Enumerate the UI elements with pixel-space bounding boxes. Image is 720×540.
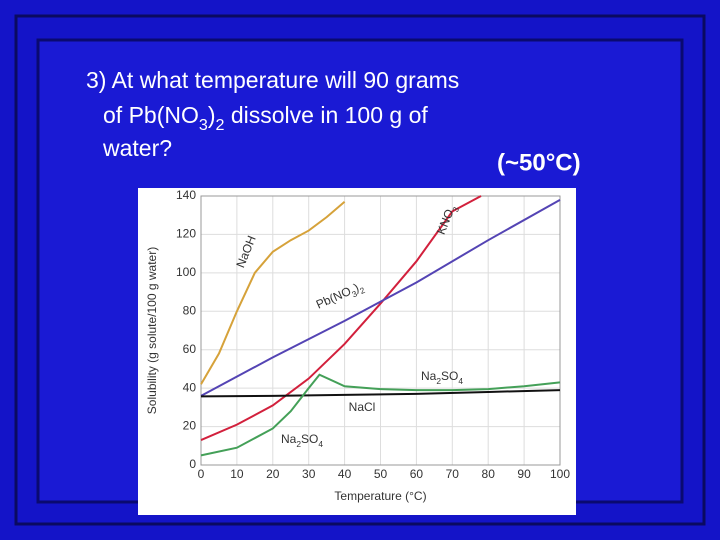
y-tick-label: 140 bbox=[176, 188, 196, 202]
series-line bbox=[200, 201, 346, 385]
series-line bbox=[200, 198, 561, 397]
y-tick-label: 60 bbox=[183, 342, 197, 356]
plot-frame bbox=[200, 195, 561, 466]
y-tick-label: 40 bbox=[183, 380, 197, 394]
series-line bbox=[200, 373, 561, 457]
question-line: 3) At what temperature will 90 grams bbox=[86, 67, 459, 93]
series-label: Na2SO4 bbox=[281, 432, 323, 449]
question-line: of Pb(NO3)2 dissolve in 100 g of bbox=[103, 102, 428, 134]
y-tick-label: 80 bbox=[183, 303, 197, 317]
frame bbox=[14, 14, 706, 526]
chart-panel bbox=[138, 188, 576, 515]
question-line: water? bbox=[102, 135, 172, 161]
y-tick-label: 120 bbox=[176, 227, 196, 241]
series-label: Na2SO4 bbox=[421, 369, 463, 386]
answer: (~50°C) bbox=[497, 149, 581, 176]
series-line bbox=[200, 389, 561, 398]
y-tick-label: 20 bbox=[183, 419, 197, 433]
x-tick-label: 80 bbox=[482, 467, 496, 481]
x-tick-label: 30 bbox=[302, 467, 316, 481]
series-label: NaCl bbox=[349, 400, 376, 414]
x-tick-label: 90 bbox=[517, 467, 531, 481]
x-tick-label: 60 bbox=[410, 467, 424, 481]
x-tick-label: 20 bbox=[266, 467, 280, 481]
x-tick-label: 70 bbox=[446, 467, 460, 481]
x-axis-label: Temperature (°C) bbox=[334, 489, 426, 503]
x-tick-label: 10 bbox=[230, 467, 244, 481]
series-line bbox=[200, 195, 482, 441]
x-tick-label: 50 bbox=[374, 467, 388, 481]
y-tick-label: 100 bbox=[176, 265, 196, 279]
x-tick-label: 40 bbox=[338, 467, 352, 481]
y-axis-label: Solubility (g solute/100 g water) bbox=[145, 247, 159, 414]
y-tick-label: 0 bbox=[189, 457, 196, 471]
x-tick-label: 100 bbox=[550, 467, 570, 481]
x-tick-label: 0 bbox=[198, 467, 205, 481]
